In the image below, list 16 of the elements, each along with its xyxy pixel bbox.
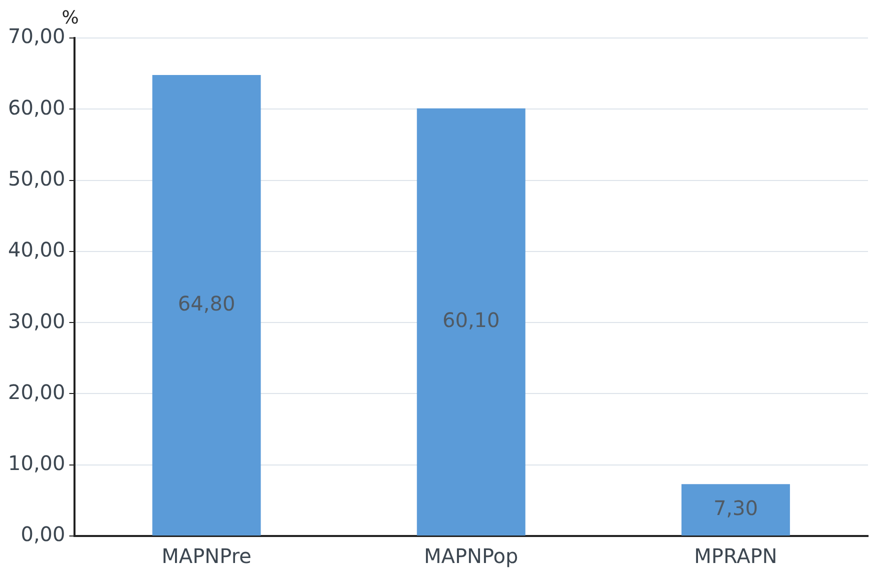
y-tick-label: 50,00: [8, 166, 66, 190]
x-tick-label: MAPNPre: [162, 544, 252, 568]
y-tick-label: 20,00: [8, 380, 66, 404]
data-label: 7,30: [713, 496, 758, 520]
data-label: 60,10: [442, 308, 500, 332]
bar: [416, 108, 526, 536]
y-tick-label: 10,00: [8, 451, 66, 476]
bar: [681, 484, 790, 536]
y-tick-label: 30,00: [8, 308, 66, 333]
data-label: 64,80: [178, 291, 236, 316]
y-tick-label: 60,00: [8, 95, 66, 120]
x-tick-label: MPRAPN: [694, 544, 778, 568]
x-tick-label: MAPNPop: [424, 544, 518, 568]
bar: [152, 74, 261, 536]
y-tick-label: 0,00: [20, 522, 66, 546]
y-tick-label: 40,00: [8, 238, 66, 262]
